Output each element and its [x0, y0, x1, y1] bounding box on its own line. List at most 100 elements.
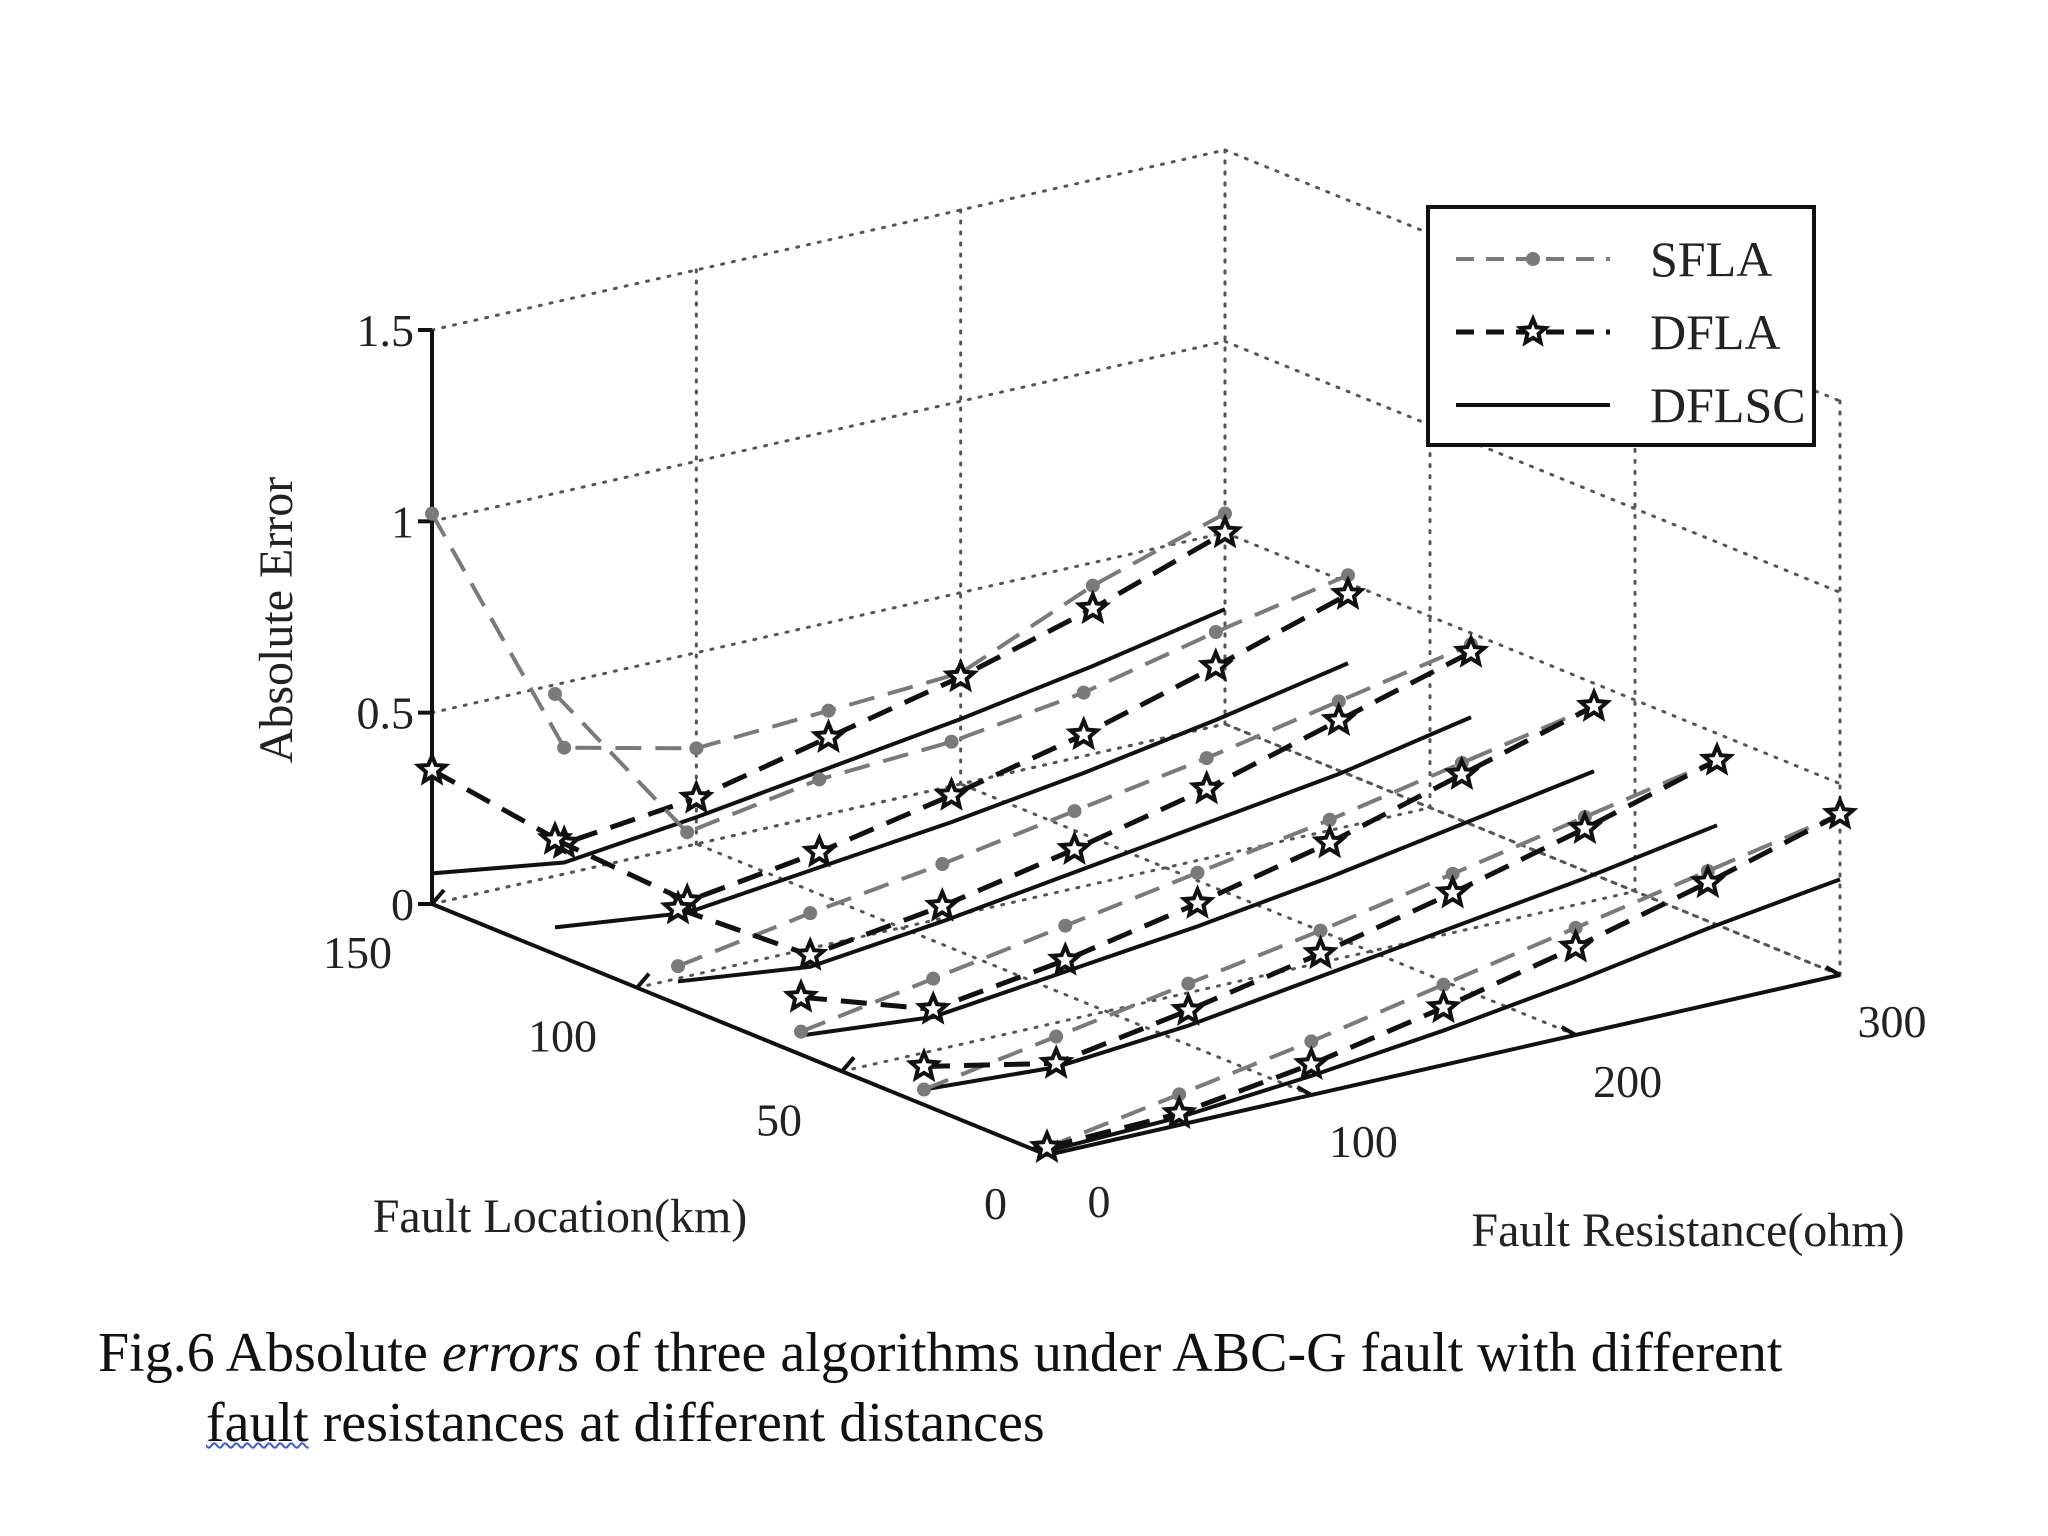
star-marker — [659, 889, 697, 925]
sfla-point — [1199, 751, 1214, 766]
sfla-point — [812, 772, 827, 787]
star-marker — [1037, 1044, 1075, 1079]
y-tick-label: 50 — [756, 1094, 802, 1145]
sfla-point — [1058, 918, 1073, 933]
sfla-point — [1331, 694, 1346, 709]
star-marker — [1698, 741, 1736, 776]
z-tick-label: 1.5 — [357, 305, 415, 356]
x-tick — [1296, 1085, 1313, 1097]
star-marker — [1557, 927, 1594, 963]
star-marker — [1566, 809, 1604, 845]
y-tick-label: 150 — [323, 927, 392, 978]
star-marker — [1293, 1045, 1330, 1080]
z-tick-label: 1 — [391, 496, 414, 547]
grid-line — [430, 339, 1227, 523]
sfla-point — [1190, 865, 1205, 880]
star-marker — [536, 820, 574, 855]
x-tick-label: 100 — [1329, 1116, 1398, 1167]
star-marker — [1065, 715, 1102, 751]
grid-line — [1223, 531, 1842, 786]
sfla-point — [1304, 1034, 1319, 1049]
star-marker — [1311, 823, 1348, 859]
caption-rest: of three algorithms under ABC-G fault wi… — [579, 1322, 1783, 1384]
x-tick — [1560, 1025, 1577, 1037]
star-marker — [1179, 884, 1216, 919]
sfla-point — [1208, 625, 1223, 639]
sfla-point — [794, 1024, 808, 1039]
grid-line — [1223, 339, 1842, 594]
star-marker — [1320, 701, 1358, 736]
grid-line — [430, 531, 1227, 715]
z-axis-title: Absolute Error — [250, 477, 303, 764]
trace-dfla-line — [800, 704, 1596, 1012]
x-tick-label: 200 — [1593, 1056, 1662, 1107]
star-marker — [942, 657, 979, 693]
star-marker — [924, 886, 961, 922]
grid-line — [840, 889, 1637, 1073]
trace-dfla-line — [923, 758, 1719, 1070]
y-tick — [430, 888, 446, 906]
caption-line2-rest: resistances at different distances — [308, 1392, 1045, 1454]
sfla-point — [425, 506, 439, 521]
x-tick-label: 0 — [1088, 1176, 1111, 1227]
legend-marker — [1526, 252, 1540, 266]
axes — [418, 328, 1841, 1157]
y-axis-title: Fault Location(km) — [373, 1190, 748, 1243]
star-marker — [1452, 632, 1490, 668]
legend-label: SFLA — [1650, 231, 1772, 287]
star-marker — [905, 1047, 943, 1083]
sfla-point — [1568, 920, 1583, 935]
x-tick-label: 300 — [1858, 996, 1927, 1047]
star-marker — [1689, 863, 1727, 899]
grid-line — [430, 722, 1227, 906]
star-marker — [1425, 988, 1462, 1024]
caption-prefix: Fig.6 Absolute — [98, 1322, 442, 1384]
star-marker — [1170, 991, 1207, 1026]
star-marker — [1160, 1094, 1198, 1130]
sfla-point — [1313, 923, 1328, 938]
star-marker — [810, 718, 847, 753]
legend: SFLA DFLA DFLSC — [1426, 205, 1816, 447]
star-marker — [1515, 313, 1551, 347]
z-tick-label: 0.5 — [357, 688, 415, 739]
grid-line — [694, 842, 1313, 1097]
sfla-point — [917, 1082, 931, 1097]
sfla-point — [1076, 685, 1091, 700]
y-tick-label: 0 — [984, 1178, 1007, 1229]
sfla-point — [1445, 866, 1460, 881]
x-axis-title: Fault Resistance(ohm) — [1471, 1204, 1904, 1257]
grid-line — [1223, 722, 1842, 977]
sfla-point — [548, 686, 562, 701]
x-axis-line — [1046, 973, 1841, 1157]
star-marker — [1821, 795, 1859, 830]
y-tick — [635, 972, 651, 989]
star-marker — [782, 977, 820, 1013]
caption-underlined-word: fault — [206, 1392, 309, 1454]
sfla-point — [689, 741, 704, 756]
star-marker — [1197, 647, 1235, 683]
star-marker — [1188, 769, 1225, 805]
grid-line — [635, 806, 1432, 990]
data-traces — [413, 506, 1859, 1163]
star-marker — [801, 832, 838, 868]
sfla-point — [935, 857, 950, 872]
sfla-point — [1085, 578, 1100, 593]
y-tick — [840, 1056, 856, 1073]
sfla-point — [680, 825, 695, 840]
x-tick — [1825, 965, 1841, 977]
sfla-point — [1436, 977, 1451, 992]
star-marker — [1434, 873, 1471, 909]
z-tick-label: 0 — [391, 879, 414, 930]
sfla-point — [926, 971, 941, 986]
sfla-point — [821, 703, 836, 718]
star-marker — [1056, 830, 1093, 865]
figure-caption: Fig.6 Absolute errors of three algorithm… — [98, 1318, 2028, 1458]
star-marker — [1443, 755, 1481, 790]
sfla-point — [671, 959, 685, 974]
star-marker — [914, 990, 952, 1025]
sfla-point — [803, 906, 818, 921]
sfla-point — [1067, 804, 1082, 819]
caption-italic: errors — [441, 1322, 580, 1384]
